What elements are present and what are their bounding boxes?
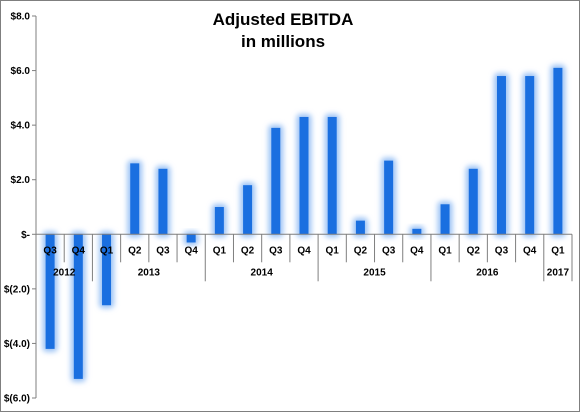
- y-tick-label: $6.0: [11, 66, 31, 77]
- year-label: 2016: [476, 267, 499, 278]
- y-tick-label: $8.0: [11, 12, 31, 23]
- bar: [299, 116, 309, 235]
- bar: [102, 234, 112, 306]
- bar: [468, 168, 478, 235]
- x-tick-label: Q1: [213, 245, 227, 256]
- y-tick-label: $-: [21, 230, 30, 241]
- bar: [214, 207, 224, 235]
- chart-title: Adjusted EBITDA: [213, 10, 354, 29]
- year-label: 2017: [547, 267, 570, 278]
- y-tick-label: $(6.0): [4, 394, 30, 405]
- bar: [496, 76, 506, 235]
- bar: [553, 67, 563, 235]
- x-tick-label: Q4: [523, 245, 537, 256]
- x-tick-label: Q2: [241, 245, 255, 256]
- chart-subtitle: in millions: [241, 32, 325, 51]
- chart-marks: $8.0 $6.0 $4.0 $2.0 $- $(2.0) $(4.0) $(6.0) Q3 Q4…: [4, 12, 573, 405]
- bar: [412, 228, 422, 235]
- x-tick-label: Q4: [72, 245, 86, 256]
- x-tick-label: Q4: [184, 245, 198, 256]
- y-tick-label: $(4.0): [4, 339, 30, 350]
- x-tick-label: Q2: [128, 245, 142, 256]
- x-tick-label: Q1: [438, 245, 452, 256]
- bar: [440, 204, 450, 235]
- x-tick-label: Q1: [551, 245, 565, 256]
- bar: [186, 234, 196, 243]
- x-tick-label: Q1: [326, 245, 340, 256]
- year-label: 2012: [53, 267, 76, 278]
- bar: [327, 116, 337, 235]
- y-tick-label: $4.0: [11, 121, 31, 132]
- year-label: 2015: [363, 267, 386, 278]
- x-tick-label: Q3: [43, 245, 57, 256]
- y-tick-label: $2.0: [11, 175, 31, 186]
- bar: [384, 160, 394, 235]
- x-tick-label: Q3: [269, 245, 283, 256]
- x-tick-label: Q2: [354, 245, 368, 256]
- x-tick-label: Q3: [156, 245, 170, 256]
- bar: [158, 168, 168, 235]
- y-tick-label: $(2.0): [4, 284, 30, 295]
- x-tick-label: Q3: [382, 245, 396, 256]
- bar: [525, 76, 535, 235]
- bar: [73, 234, 83, 379]
- bar: [243, 185, 253, 235]
- bar: [271, 127, 281, 235]
- bar: [130, 163, 140, 235]
- x-tick-label: Q1: [100, 245, 114, 256]
- x-tick-label: Q2: [467, 245, 481, 256]
- x-tick-label: Q4: [410, 245, 424, 256]
- bar: [45, 234, 55, 349]
- year-label: 2014: [251, 267, 274, 278]
- x-tick-label: Q3: [495, 245, 509, 256]
- x-tick-label: Q4: [297, 245, 311, 256]
- year-label: 2013: [138, 267, 161, 278]
- bar: [355, 220, 365, 235]
